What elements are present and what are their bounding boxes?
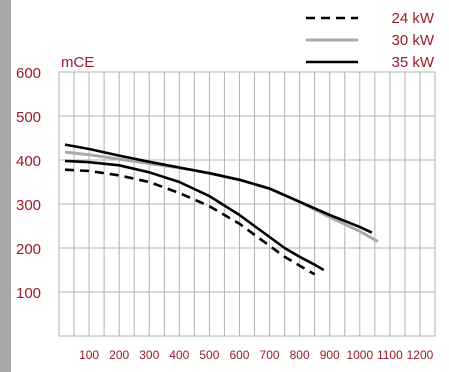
legend-label: 35 kW	[391, 54, 434, 71]
x-tick-label: 900	[320, 348, 340, 362]
x-tick-label: 800	[290, 348, 310, 362]
left-sidebar-strip	[0, 0, 11, 372]
legend-label: 24 kW	[391, 10, 434, 27]
x-tick-label: 500	[199, 348, 219, 362]
y-tick-label: 400	[16, 153, 41, 170]
y-tick-label: 100	[16, 285, 41, 302]
y-tick-label: 600	[16, 65, 41, 82]
x-tick-labels: 100 200 300 400 500 600 700 800 900 1000 1100 1200	[79, 348, 434, 362]
x-tick-label: 1000	[346, 348, 373, 362]
x-tick-label: 1200	[407, 348, 434, 362]
y-tick-label: 200	[16, 241, 41, 258]
x-tick-label: 600	[229, 348, 249, 362]
x-tick-label: 400	[169, 348, 189, 362]
y-tick-labels: 100 200 300 400 500 600	[16, 65, 41, 302]
x-tick-label: 1100	[377, 348, 403, 362]
x-tick-label: 100	[79, 348, 99, 362]
legend-label: 30 kW	[391, 32, 434, 49]
legend: 24 kW 30 kW 35 kW	[306, 10, 435, 71]
x-tick-label: 300	[139, 348, 159, 362]
series-line-4	[64, 159, 325, 272]
x-tick-label: 200	[109, 348, 129, 362]
plot-frame	[58, 71, 436, 337]
series-line-1	[64, 168, 316, 276]
series-layer	[64, 143, 379, 276]
series-line-3	[64, 143, 373, 234]
x-tick-label: 700	[260, 348, 280, 362]
y-tick-label: 300	[16, 197, 41, 214]
y-tick-label: 500	[16, 109, 41, 126]
y-axis-label: mCE	[61, 54, 94, 71]
